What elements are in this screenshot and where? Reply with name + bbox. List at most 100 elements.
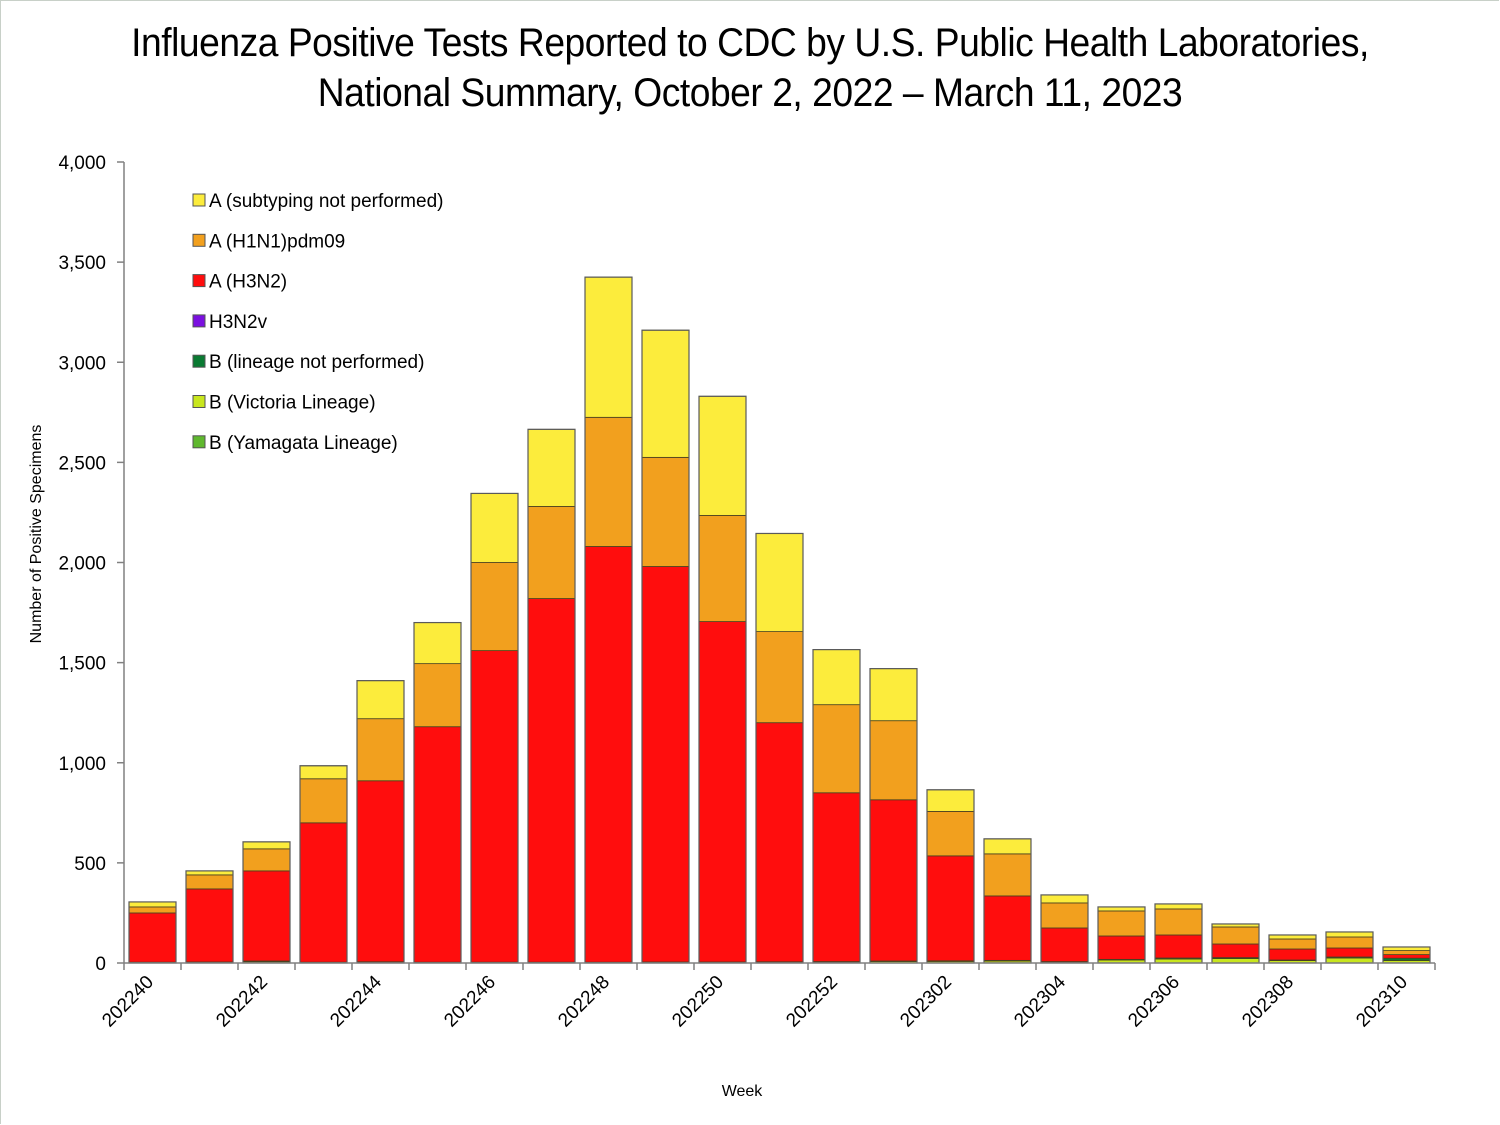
y-tick-label: 1,500: [58, 654, 106, 675]
bar-segment-a-h3n2: [242, 870, 291, 962]
bar-segment-a-h1n1-pdm09: [755, 631, 804, 724]
legend-item: A (H1N1)pdm09: [192, 231, 345, 252]
legend-label: A (H1N1)pdm09: [209, 231, 345, 252]
bar-segment-a-h3n2: [1154, 934, 1203, 959]
bar-segment-a-subtyping-not-performed: [1325, 931, 1374, 938]
bar-202252: [812, 649, 861, 964]
bar-202240: [128, 901, 177, 964]
bar-202241: [185, 870, 234, 964]
bar-segment-a-h3n2: [1040, 927, 1089, 962]
legend-label: A (H3N2): [209, 272, 287, 293]
bar-202244: [356, 680, 405, 964]
bar-segment-a-h1n1-pdm09: [185, 874, 234, 890]
bar-segment-a-h1n1-pdm09: [869, 720, 918, 801]
bar-segment-a-subtyping-not-performed: [242, 841, 291, 850]
bar-segment-a-subtyping-not-performed: [641, 329, 690, 458]
bar-202308: [1268, 934, 1317, 964]
bar-segment-a-subtyping-not-performed: [926, 789, 975, 812]
bar-segment-a-h3n2: [470, 650, 519, 963]
legend-item: H3N2v: [192, 312, 268, 333]
legend-label: B (Yamagata Lineage): [209, 433, 398, 454]
x-tick-label: 202304: [1010, 971, 1070, 1031]
bar-202305: [1097, 906, 1146, 964]
bar-segment-a-subtyping-not-performed: [983, 838, 1032, 855]
legend-label: H3N2v: [209, 312, 268, 333]
bar-segment-a-subtyping-not-performed: [698, 395, 747, 516]
y-tick-label: 2,500: [58, 453, 106, 474]
bar-segment-a-subtyping-not-performed: [413, 622, 462, 665]
legend-swatch: [192, 354, 206, 368]
bar-segment-a-h3n2: [1211, 943, 1260, 958]
y-tick-label: 500: [74, 854, 106, 875]
y-axis-title: Number of Positive Specimens: [28, 425, 45, 644]
bar-202243: [299, 765, 348, 964]
bar-202250: [698, 395, 747, 964]
x-tick-label: 202252: [782, 972, 842, 1032]
bar-segment-a-h1n1-pdm09: [926, 811, 975, 857]
bar-segment-a-h1n1-pdm09: [983, 853, 1032, 897]
legend: A (subtyping not performed) A (H1N1)pdm09…: [192, 191, 443, 454]
bar-segment-a-h3n2: [584, 546, 633, 963]
bar-segment-a-h1n1-pdm09: [1268, 938, 1317, 950]
legend-swatch: [192, 193, 206, 207]
bar-segment-a-subtyping-not-performed: [584, 276, 633, 418]
bar-202249: [641, 329, 690, 964]
y-tick-label: 0: [95, 954, 106, 975]
bar-segment-a-subtyping-not-performed: [1040, 894, 1089, 904]
bar-segment-a-h1n1-pdm09: [641, 456, 690, 567]
bar-segment-a-subtyping-not-performed: [470, 493, 519, 563]
bar-segment-a-subtyping-not-performed: [128, 901, 177, 908]
bar-segment-a-h1n1-pdm09: [812, 704, 861, 794]
bar-segment-a-subtyping-not-performed: [1268, 934, 1317, 940]
bar-segment-a-h1n1-pdm09: [413, 663, 462, 728]
x-tick-label: 202244: [326, 971, 386, 1031]
legend-item: A (H3N2): [192, 272, 287, 293]
legend-swatch: [192, 274, 206, 288]
bar-202302: [926, 789, 975, 964]
bar-202307: [1211, 923, 1260, 964]
bar-segment-a-h1n1-pdm09: [128, 906, 177, 914]
bar-segment-a-h1n1-pdm09: [698, 515, 747, 622]
x-tick-label: 202302: [896, 972, 956, 1032]
bar-segment-a-h1n1-pdm09: [1097, 910, 1146, 937]
chart-title-line1: Influenza Positive Tests Reported to CDC…: [131, 21, 1369, 65]
bar-202242: [242, 841, 291, 964]
bar-202310: [1382, 946, 1431, 964]
bar-202304: [1040, 894, 1089, 964]
x-axis-title: Week: [722, 1083, 764, 1100]
bar-segment-a-h1n1-pdm09: [1154, 908, 1203, 936]
legend-swatch: [192, 233, 206, 247]
bar-segment-a-h1n1-pdm09: [242, 848, 291, 872]
bar-segment-a-h1n1-pdm09: [1211, 926, 1260, 945]
bar-segment-a-subtyping-not-performed: [356, 680, 405, 720]
x-tick-label: 202248: [554, 972, 614, 1032]
bar-segment-a-h3n2: [356, 780, 405, 963]
bar-segment-a-h1n1-pdm09: [1325, 936, 1374, 949]
x-tick-label: 202242: [212, 972, 272, 1032]
bar-segment-a-h3n2: [755, 722, 804, 963]
bar-segment-a-subtyping-not-performed: [527, 428, 576, 507]
bar-segment-a-h1n1-pdm09: [356, 718, 405, 782]
bar-202247: [527, 428, 576, 964]
bar-segment-a-subtyping-not-performed: [1154, 903, 1203, 910]
x-tick-label: 202308: [1238, 972, 1298, 1032]
bar-segment-a-h1n1-pdm09: [299, 778, 348, 824]
bar-segment-a-h3n2: [128, 912, 177, 963]
bar-segment-a-h3n2: [299, 822, 348, 963]
bar-segment-a-h3n2: [926, 855, 975, 962]
bar-segment-a-h3n2: [812, 792, 861, 962]
legend-item: B (Victoria Lineage): [192, 393, 376, 414]
y-tick-label: 2,000: [58, 554, 106, 575]
y-tick-label: 1,000: [58, 754, 106, 775]
bar-segment-a-h1n1-pdm09: [584, 416, 633, 547]
bar-segment-a-h3n2: [1097, 935, 1146, 960]
legend-item: B (lineage not performed): [192, 352, 424, 373]
bar-segment-a-h1n1-pdm09: [470, 562, 519, 652]
bar-segment-a-subtyping-not-performed: [1097, 906, 1146, 912]
bars-group: [128, 276, 1431, 964]
bar-segment-a-h3n2: [527, 598, 576, 963]
chart-title-line2: National Summary, October 2, 2022 – Marc…: [317, 71, 1183, 115]
bar-segment-a-h3n2: [869, 799, 918, 962]
bar-202248: [584, 276, 633, 964]
